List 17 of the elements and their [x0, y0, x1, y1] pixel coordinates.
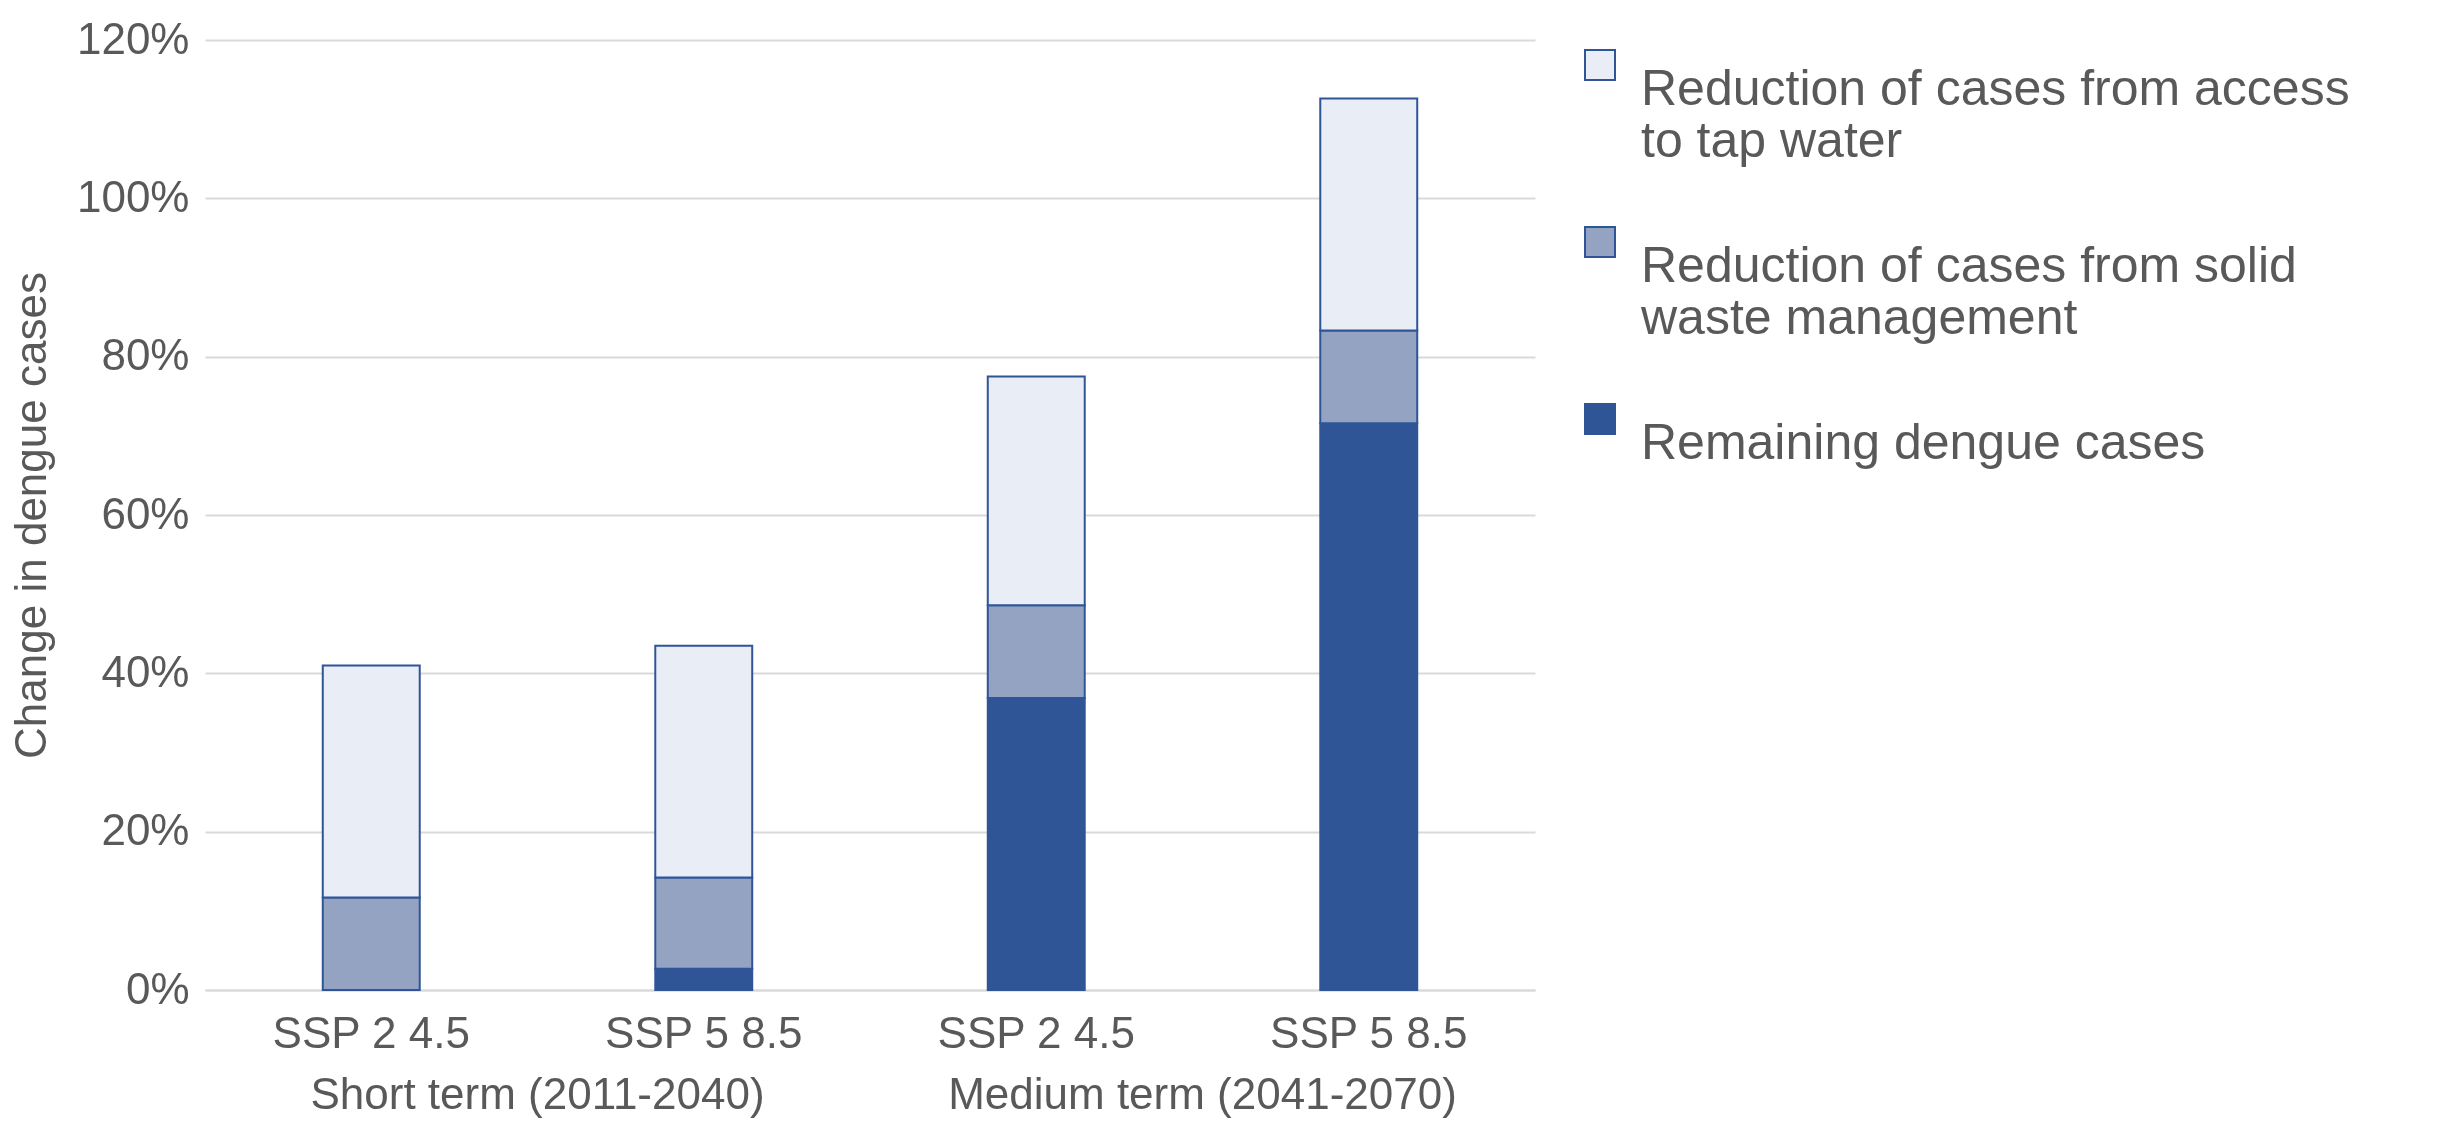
y-tick-label: 40% [101, 646, 190, 696]
legend-label: Reduction of cases from solid waste management [1640, 237, 2297, 345]
y-tick-label: 20% [101, 805, 190, 855]
y-tick-label: 100% [76, 171, 190, 221]
text: Short term (2011-2040) [310, 1069, 765, 1118]
x-tick-label: SSP 5 8.5 [1270, 1007, 1468, 1057]
y-tick-label: 120% [76, 13, 190, 63]
x-tick-label: SSP 2 4.5 [937, 1007, 1135, 1057]
legend-label: Reduction of cases from access to tap water [1641, 60, 2350, 168]
y-tick-label: 80% [101, 330, 190, 380]
legend-label: Remaining dengue cases [1641, 414, 2206, 470]
x-tick-label: SSP 2 4.5 [272, 1007, 470, 1057]
y-tick-label: 60% [101, 488, 190, 538]
text: Medium term (2041-2070) [948, 1069, 1457, 1118]
y-axis-title: Change in dengue cases [5, 272, 55, 759]
x-tick-label: SSP 5 8.5 [605, 1007, 803, 1057]
y-tick-label: 0% [125, 963, 190, 1013]
